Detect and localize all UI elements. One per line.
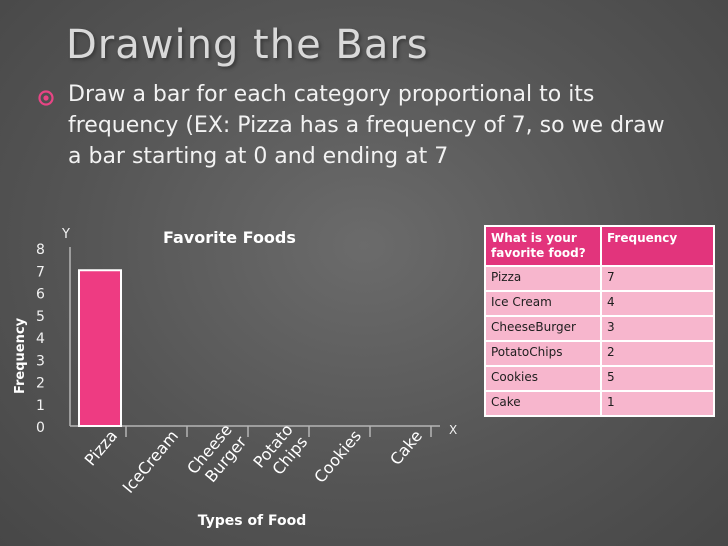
- y-tick-label: 8: [36, 242, 45, 258]
- x-category-label: CheeseBurger: [183, 420, 250, 490]
- y-tick-label: 7: [36, 264, 45, 280]
- y-tick-label: 3: [36, 353, 45, 369]
- y-tick-label: 6: [36, 287, 45, 303]
- y-tick-label: 5: [36, 309, 45, 325]
- chart-title: Favorite Foods: [163, 228, 296, 247]
- table-row: Pizza 7: [484, 265, 715, 292]
- x-category-label: Cookies: [310, 426, 365, 486]
- x-axis-label: Types of Food: [198, 513, 307, 529]
- table-row: Ice Cream 4: [484, 290, 715, 317]
- table-row: PotatoChips 2: [484, 340, 715, 367]
- table-cell-food: Ice Cream: [484, 290, 602, 317]
- table-row: CheeseBurger 3: [484, 315, 715, 342]
- bullet-text: Draw a bar for each category proportiona…: [68, 82, 665, 169]
- bars: [78, 269, 122, 427]
- table-cell-frequency: 7: [600, 265, 715, 292]
- table-cell-food: CheeseBurger: [484, 315, 602, 342]
- y-tick-label: 4: [36, 331, 45, 347]
- x-tick-marks: [125, 426, 432, 437]
- x-category-label: Cake: [386, 426, 426, 468]
- table-header-food: What is your favorite food?: [484, 225, 602, 267]
- table-cell-frequency: 5: [600, 365, 715, 392]
- table-row: Cookies 5: [484, 365, 715, 392]
- y-axis-letter: Y: [61, 227, 70, 242]
- table-header-frequency: Frequency: [600, 225, 715, 267]
- y-axis-label: Frequency: [13, 317, 28, 394]
- y-tick-label: 0: [36, 420, 45, 436]
- table-cell-food: Pizza: [484, 265, 602, 292]
- x-category-label: IceCream: [119, 426, 182, 496]
- table-cell-frequency: 2: [600, 340, 715, 367]
- table-cell-food: Cookies: [484, 365, 602, 392]
- table-cell-food: Cake: [484, 390, 602, 417]
- table-cell-frequency: 1: [600, 390, 715, 417]
- table-row: Cake 1: [484, 390, 715, 417]
- frequency-table: What is your favorite food? Frequency Pi…: [484, 225, 715, 417]
- target-bullet-icon: [38, 90, 54, 106]
- bar: [78, 269, 122, 427]
- x-category-label: PotatoChips: [249, 420, 311, 484]
- table-cell-food: PotatoChips: [484, 340, 602, 367]
- table-header-row: What is your favorite food? Frequency: [484, 225, 715, 267]
- y-tick-label: 2: [36, 376, 45, 392]
- table-cell-frequency: 3: [600, 315, 715, 342]
- y-tick-labels: 0 1 2 3 4 5 6 7 8: [36, 242, 45, 436]
- slide-title: Drawing the Bars: [66, 22, 429, 68]
- table-cell-frequency: 4: [600, 290, 715, 317]
- x-category-label: Pizza: [81, 426, 121, 469]
- x-axis-letter: X: [449, 423, 457, 437]
- y-tick-label: 1: [36, 398, 45, 414]
